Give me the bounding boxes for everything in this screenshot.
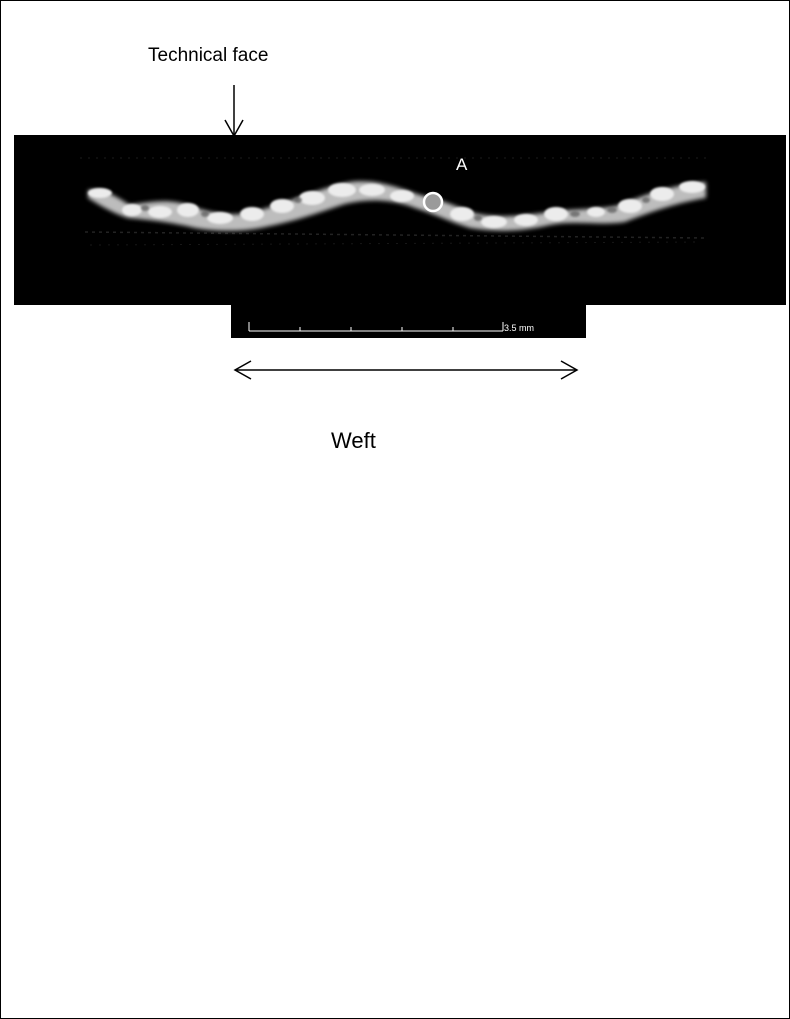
scan-noise [80, 157, 710, 246]
scale-bar [248, 322, 504, 332]
point-a-marker [422, 191, 444, 213]
scale-bar-strip [231, 305, 586, 338]
weft-label: Weft [331, 428, 376, 453]
technical-face-arrow [224, 85, 244, 138]
scale-bar-label: 3.5 mm [504, 323, 535, 333]
weft-double-arrow [233, 360, 579, 380]
point-a-label: A [456, 155, 468, 174]
technical-face-label: Technical face [148, 45, 269, 66]
scan-image [14, 135, 786, 305]
fabric-yarn-band [88, 181, 706, 231]
